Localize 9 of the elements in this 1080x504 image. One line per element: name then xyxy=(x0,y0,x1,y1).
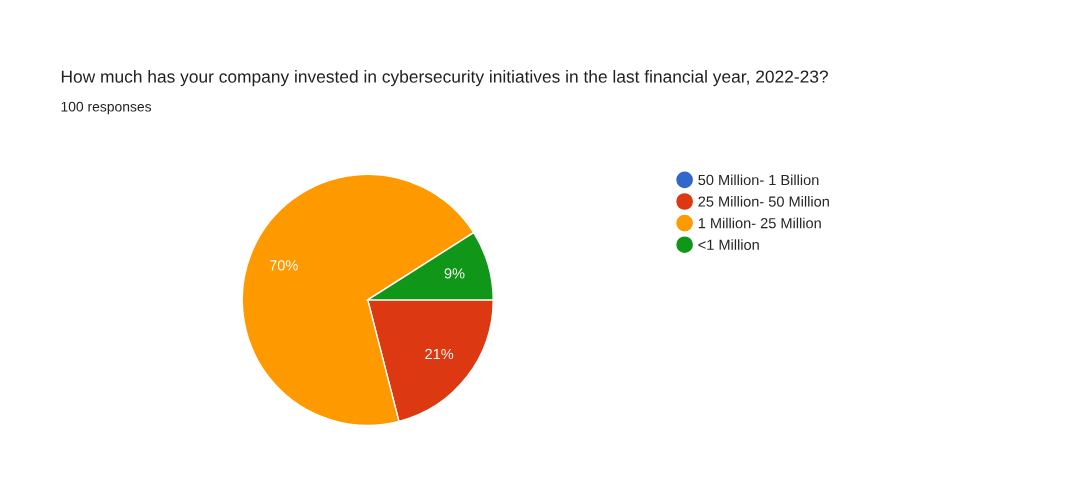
chart-title: How much has your company invested in cybersecurity initiatives in the last financial year, 2022-23? xyxy=(61,70,828,87)
text: 100 responses xyxy=(61,101,152,115)
legend-label: 50 Million- 1 Billion xyxy=(698,174,819,186)
data-label: 9% xyxy=(444,268,465,279)
legend-label: 1 Million- 25 Million xyxy=(698,217,821,229)
data-label: 70% xyxy=(269,260,298,271)
legend-label: <1 Million xyxy=(698,239,759,250)
legend-label: 25 Million- 50 Million xyxy=(698,196,829,207)
data-label: 21% xyxy=(425,348,454,360)
